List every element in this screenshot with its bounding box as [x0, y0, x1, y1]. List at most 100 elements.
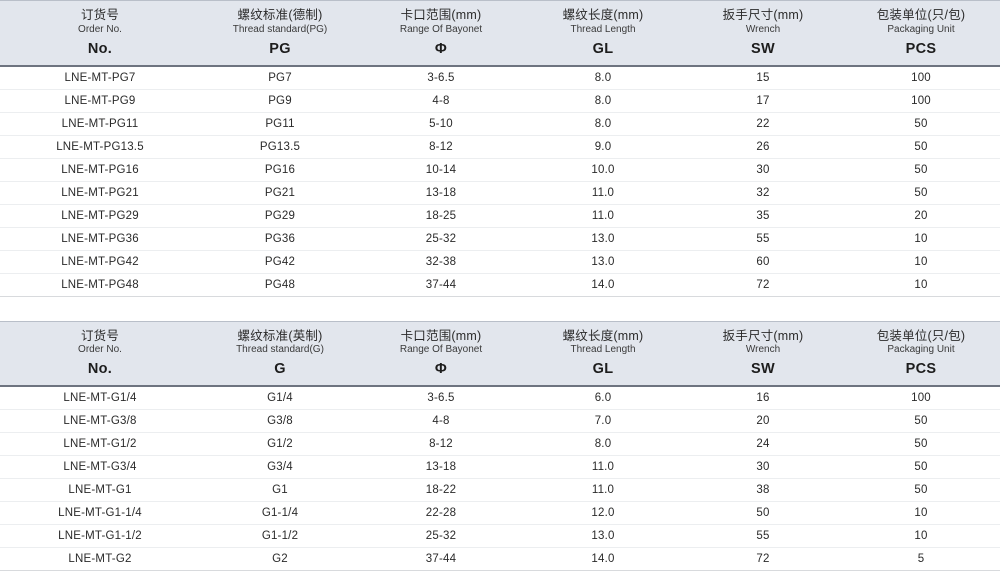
column-header-cn: 扳手尺寸(mm): [722, 8, 804, 22]
column-header-code-6: PCS: [905, 40, 937, 57]
table-cell: G1-1/2: [200, 524, 360, 549]
table-cell: 11.0: [522, 455, 684, 480]
column-header-cn: 卡口范围(mm): [400, 8, 482, 22]
table-cell: 10: [842, 501, 1000, 526]
table-row: LNE-MT-G3/4 G3/4 13-18 11.0 30 50: [0, 455, 1000, 480]
column-header-en: Packaging Unit: [887, 23, 955, 35]
column-header-en: Thread standard(PG): [232, 23, 328, 35]
table-cell: 38: [684, 478, 842, 503]
table-cell: 55: [684, 524, 842, 549]
column-header-en: Order No.: [78, 23, 122, 35]
table-cell: 13.0: [522, 227, 684, 251]
column-header-en: Packaging Unit: [887, 344, 955, 356]
table-cell: LNE-MT-PG11: [0, 112, 200, 136]
table-header: 订货号 Order No. 螺纹标准(德制) Thread standard(PG) 卡…: [0, 0, 1000, 66]
column-header-6: 包装单位(只/包) Packaging Unit: [842, 321, 1000, 357]
table-cell: LNE-MT-G1-1/2: [0, 524, 200, 549]
header-row-codes: No. PG Φ GL SW PCS: [0, 37, 1000, 66]
table-cell: LNE-MT-G1/2: [0, 432, 200, 457]
column-header-5: 扳手尺寸(mm) Wrench: [684, 1, 842, 37]
table-cell: PG36: [200, 227, 360, 251]
table-row: LNE-MT-PG42 PG42 32-38 13.0 60 10: [0, 250, 1000, 274]
column-header-3: 卡口范围(mm) Range Of Bayonet: [360, 321, 522, 357]
table-cell: PG29: [200, 204, 360, 228]
table-cell: G1/2: [200, 432, 360, 457]
table-row: LNE-MT-PG16 PG16 10-14 10.0 30 50: [0, 158, 1000, 182]
table-cell: LNE-MT-PG7: [0, 65, 200, 90]
table-cell: 30: [684, 158, 842, 182]
column-header-code-3: Φ: [434, 361, 448, 378]
table-cell: LNE-MT-G1/4: [0, 386, 200, 411]
table-cell: 55: [684, 227, 842, 251]
table-cell: 5-10: [360, 112, 522, 136]
table-cell: LNE-MT-PG42: [0, 250, 200, 274]
table-cell: 50: [842, 432, 1000, 457]
column-header-cn: 螺纹长度(mm): [562, 328, 644, 343]
column-header-cn: 订货号: [80, 8, 120, 22]
column-header-cn: 卡口范围(mm): [400, 328, 482, 343]
table-cell: 8.0: [522, 89, 684, 113]
table-cell: 10: [842, 273, 1000, 297]
table-row: LNE-MT-G1 G1 18-22 11.0 38 50: [0, 478, 1000, 503]
table-row: LNE-MT-G2 G2 37-44 14.0 72 5: [0, 547, 1000, 572]
table-cell: PG7: [200, 65, 360, 90]
column-header-3: 卡口范围(mm) Range Of Bayonet: [360, 1, 522, 37]
table-row: LNE-MT-PG29 PG29 18-25 11.0 35 20: [0, 204, 1000, 228]
table-cell: 35: [684, 204, 842, 228]
table-row: LNE-MT-G3/8 G3/8 4-8 7.0 20 50: [0, 409, 1000, 434]
table-row: LNE-MT-G1/2 G1/2 8-12 8.0 24 50: [0, 432, 1000, 457]
column-header-cn: 扳手尺寸(mm): [722, 328, 804, 343]
column-header-code-6: PCS: [905, 361, 937, 378]
table-cell: 50: [842, 455, 1000, 480]
table-cell: LNE-MT-G3/8: [0, 409, 200, 434]
table-cell: G2: [200, 547, 360, 572]
table-cell: LNE-MT-PG36: [0, 227, 200, 251]
column-header-en: Range Of Bayonet: [399, 344, 483, 356]
table-cell: 10: [842, 524, 1000, 549]
table-cell: 10: [842, 227, 1000, 251]
column-header-en: Order No.: [78, 344, 122, 356]
column-header-code-4: GL: [592, 361, 614, 378]
table-cell: PG21: [200, 181, 360, 205]
table-cell: PG13.5: [200, 135, 360, 159]
table-cell: 37-44: [360, 273, 522, 297]
table-cell: 4-8: [360, 409, 522, 434]
table-cell: 8.0: [522, 112, 684, 136]
table-cell: 22: [684, 112, 842, 136]
table-cell: 13.0: [522, 524, 684, 549]
column-header-1: 订货号 Order No.: [0, 1, 200, 37]
column-header-en: Wrench: [745, 23, 781, 35]
table-cell: 18-25: [360, 204, 522, 228]
table-cell: 50: [684, 501, 842, 526]
column-header-cn: 包装单位(只/包): [876, 8, 966, 22]
table-cell: G3/8: [200, 409, 360, 434]
table-cell: PG42: [200, 250, 360, 274]
column-header-code-2: G: [274, 361, 286, 378]
table-row: LNE-MT-G1-1/4 G1-1/4 22-28 12.0 50 10: [0, 501, 1000, 526]
table-cell: 8.0: [522, 65, 684, 90]
table-header: 订货号 Order No. 螺纹标准(英制) Thread standard(G) 卡口…: [0, 321, 1000, 387]
table-cell: LNE-MT-PG9: [0, 89, 200, 113]
column-header-code-1: No.: [87, 361, 113, 378]
table-cell: 50: [842, 158, 1000, 182]
table-cell: 24: [684, 432, 842, 457]
column-header-code-1: No.: [87, 40, 113, 57]
column-header-cn: 螺纹标准(德制): [237, 8, 323, 22]
table-row: LNE-MT-PG36 PG36 25-32 13.0 55 10: [0, 227, 1000, 251]
table-cell: G3/4: [200, 455, 360, 480]
table-cell: LNE-MT-PG29: [0, 204, 200, 228]
table-cell: 6.0: [522, 386, 684, 411]
table-cell: 3-6.5: [360, 65, 522, 90]
table-cell: 32-38: [360, 250, 522, 274]
g-thread-standard-table: 订货号 Order No. 螺纹标准(英制) Thread standard(G) 卡口…: [0, 321, 1000, 572]
table-body: LNE-MT-PG7 PG7 3-6.5 8.0 15 100 LNE-MT-PG9 PG9 4…: [0, 65, 1000, 297]
table-cell: G1/4: [200, 386, 360, 411]
header-row-labels: 订货号 Order No. 螺纹标准(英制) Thread standard(G) 卡口…: [0, 321, 1000, 357]
column-header-4: 螺纹长度(mm) Thread Length: [522, 321, 684, 357]
column-header-code-4: GL: [592, 40, 614, 57]
table-cell: LNE-MT-G1: [0, 478, 200, 503]
column-header-2: 螺纹标准(德制) Thread standard(PG): [200, 1, 360, 37]
table-cell: 72: [684, 547, 842, 572]
column-header-en: Thread Length: [570, 23, 636, 35]
table-cell: 72: [684, 273, 842, 297]
